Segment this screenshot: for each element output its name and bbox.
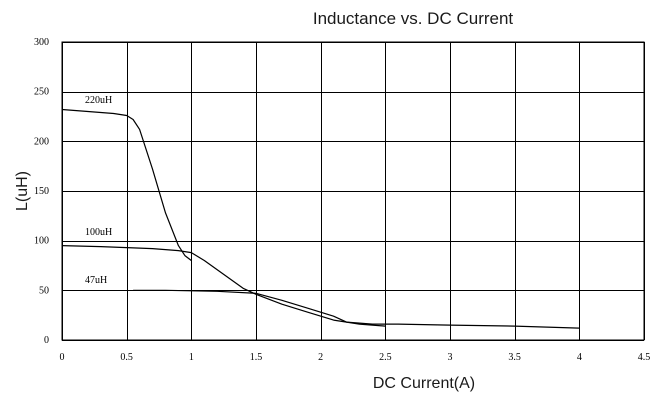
y-tick-label: 250 bbox=[34, 87, 49, 98]
y-axis-title: L(uH) bbox=[14, 171, 31, 211]
x-tick-label: 2 bbox=[318, 352, 323, 363]
y-tick-labels: 0 50 100 150 200 250 300 bbox=[34, 37, 49, 346]
plot-frame bbox=[61, 41, 645, 341]
y-tick-label: 150 bbox=[34, 186, 49, 197]
y-tick-label: 300 bbox=[34, 37, 49, 48]
y-tick-label: 100 bbox=[34, 236, 49, 247]
y-tick-label: 50 bbox=[39, 285, 49, 296]
curve-47uH bbox=[133, 289, 580, 329]
x-tick-label: 2.5 bbox=[379, 352, 392, 363]
x-tick-label: 3 bbox=[448, 352, 453, 363]
y-tick-label: 200 bbox=[34, 136, 49, 147]
x-tick-label: 4.5 bbox=[638, 352, 651, 363]
grid bbox=[62, 42, 645, 341]
x-tick-label: 3.5 bbox=[508, 352, 521, 363]
x-tick-label: 4 bbox=[577, 352, 582, 363]
curves bbox=[61, 108, 580, 329]
x-tick-label: 0.5 bbox=[120, 352, 133, 363]
curve-label-47uH: 47uH bbox=[85, 275, 107, 286]
x-tick-label: 1 bbox=[189, 352, 194, 363]
curve-100uH bbox=[61, 245, 386, 327]
y-tick-label: 0 bbox=[44, 335, 49, 346]
curve-220uH bbox=[61, 108, 192, 261]
chart-title: Inductance vs. DC Current bbox=[313, 9, 514, 28]
curve-label-220uH: 220uH bbox=[85, 95, 112, 106]
x-tick-label: 0 bbox=[60, 352, 65, 363]
curve-labels: 220uH 100uH 47uH bbox=[85, 95, 112, 286]
x-axis-title: DC Current(A) bbox=[373, 375, 475, 392]
x-tick-labels: 0 0.5 1 1.5 2 2.5 3 3.5 4 4.5 bbox=[60, 352, 651, 363]
curve-label-100uH: 100uH bbox=[85, 227, 112, 238]
x-tick-label: 1.5 bbox=[250, 352, 263, 363]
